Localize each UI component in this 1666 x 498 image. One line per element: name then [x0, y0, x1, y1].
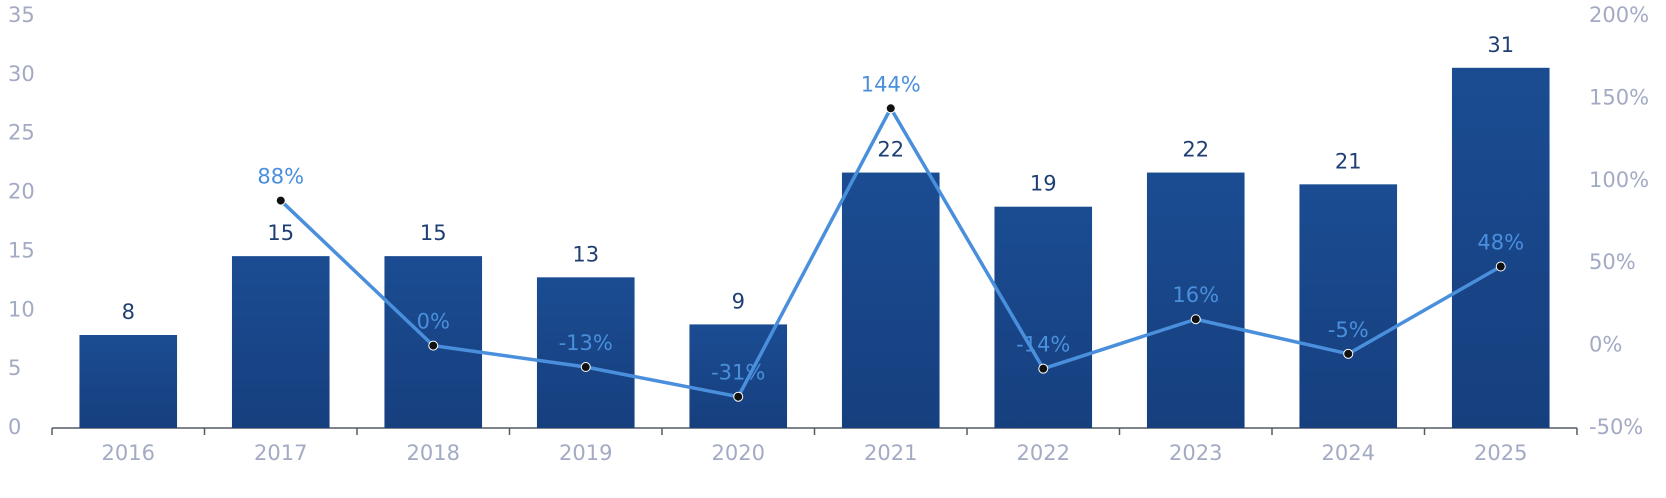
line-point [1190, 314, 1201, 325]
x-tick-label: 2023 [1169, 441, 1222, 465]
y-tick-label: 10 [8, 297, 35, 321]
line-value-label: 0% [417, 310, 450, 334]
line-value-label: 48% [1477, 230, 1524, 254]
bar-value-label: 15 [420, 221, 447, 245]
y2-tick-label: 50% [1589, 250, 1636, 274]
x-tick-label: 2022 [1017, 441, 1070, 465]
y2-tick-label: 100% [1589, 168, 1649, 192]
bar [1299, 184, 1398, 428]
bar-value-label: 21 [1335, 149, 1362, 173]
x-tick-label: 2016 [102, 441, 155, 465]
x-tick-label: 2025 [1474, 441, 1527, 465]
x-tick-label: 2021 [864, 441, 917, 465]
y-tick-label: 25 [8, 121, 35, 145]
y2-tick-label: 150% [1589, 85, 1649, 109]
bar-value-label: 31 [1487, 33, 1514, 57]
line-value-label: -14% [1016, 333, 1070, 357]
bar-value-label: 9 [732, 289, 745, 313]
bar-value-label: 19 [1030, 172, 1057, 196]
line-value-label: -13% [559, 331, 613, 355]
y-tick-label: 30 [8, 62, 35, 86]
bar [79, 335, 178, 428]
y-tick-label: 15 [8, 238, 35, 262]
bar-value-label: 22 [1182, 138, 1209, 162]
line-value-label: -31% [711, 361, 765, 385]
bar-value-label: 8 [122, 300, 135, 324]
x-tick-label: 2017 [254, 441, 307, 465]
line-point [275, 195, 286, 206]
line-point [885, 103, 896, 114]
y-tick-label: 20 [8, 180, 35, 204]
bar [1451, 67, 1550, 429]
line-value-label: 144% [861, 72, 921, 96]
bar [231, 256, 330, 428]
bar [1146, 172, 1245, 428]
x-tick-label: 2024 [1322, 441, 1375, 465]
line-value-label: 88% [257, 165, 304, 189]
y2-tick-label: 200% [1589, 3, 1649, 27]
y-tick-label: 0 [8, 415, 21, 439]
y-tick-label: 35 [8, 3, 35, 27]
bar-value-label: 15 [267, 221, 294, 245]
line-point [733, 391, 744, 402]
x-tick-label: 2019 [559, 441, 612, 465]
line-point [428, 340, 439, 351]
y2-tick-label: 0% [1589, 333, 1622, 357]
line-value-label: -5% [1328, 318, 1369, 342]
y-tick-label: 5 [8, 356, 21, 380]
bar-value-label: 22 [877, 138, 904, 162]
x-tick-label: 2020 [712, 441, 765, 465]
x-tick-label: 2018 [407, 441, 460, 465]
bar-value-label: 13 [572, 242, 599, 266]
line-point [1038, 363, 1049, 374]
bar [994, 206, 1093, 428]
bar [841, 172, 940, 428]
line-point [1495, 261, 1506, 272]
y2-tick-label: -50% [1589, 415, 1643, 439]
bar [536, 277, 635, 428]
line-value-label: 16% [1172, 283, 1219, 307]
line-point [580, 362, 591, 373]
line-point [1343, 348, 1354, 359]
bar [689, 324, 788, 428]
